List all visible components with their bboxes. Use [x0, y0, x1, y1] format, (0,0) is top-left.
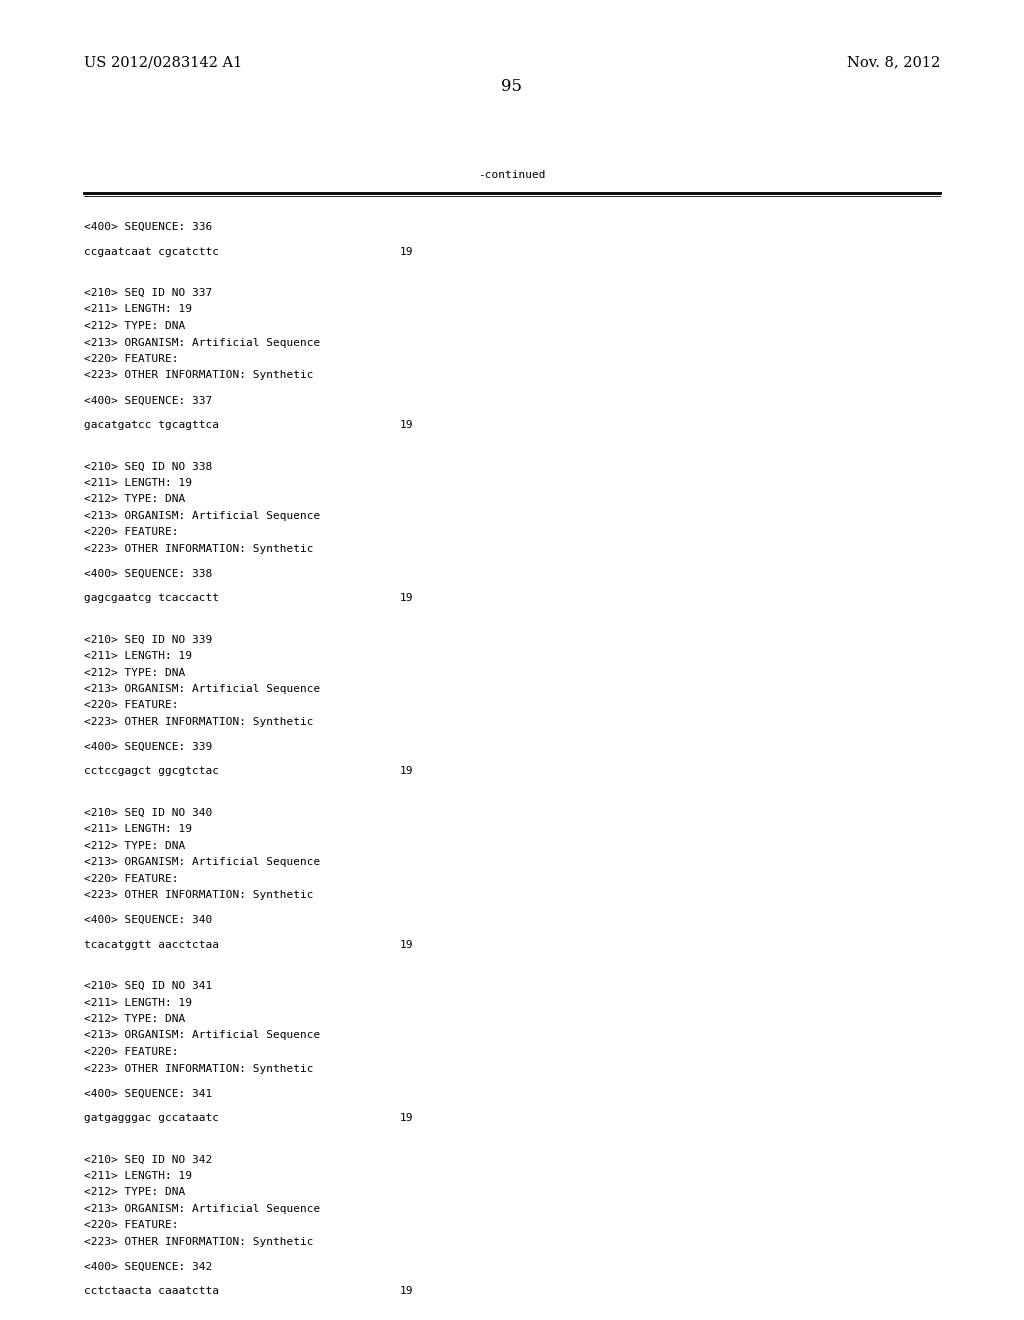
Text: <213> ORGANISM: Artificial Sequence: <213> ORGANISM: Artificial Sequence [84, 1031, 321, 1040]
Text: 19: 19 [399, 940, 413, 950]
Text: <213> ORGANISM: Artificial Sequence: <213> ORGANISM: Artificial Sequence [84, 684, 321, 694]
Text: <223> OTHER INFORMATION: Synthetic: <223> OTHER INFORMATION: Synthetic [84, 544, 313, 554]
Text: gagcgaatcg tcaccactt: gagcgaatcg tcaccactt [84, 593, 219, 603]
Text: 19: 19 [399, 1286, 413, 1296]
Text: <213> ORGANISM: Artificial Sequence: <213> ORGANISM: Artificial Sequence [84, 1204, 321, 1214]
Text: <220> FEATURE:: <220> FEATURE: [84, 1047, 178, 1057]
Text: tcacatggtt aacctctaa: tcacatggtt aacctctaa [84, 940, 219, 950]
Text: US 2012/0283142 A1: US 2012/0283142 A1 [84, 55, 243, 69]
Text: <220> FEATURE:: <220> FEATURE: [84, 701, 178, 710]
Text: <212> TYPE: DNA: <212> TYPE: DNA [84, 321, 185, 331]
Text: <223> OTHER INFORMATION: Synthetic: <223> OTHER INFORMATION: Synthetic [84, 717, 313, 727]
Text: gatgagggac gccataatc: gatgagggac gccataatc [84, 1113, 219, 1123]
Text: 19: 19 [399, 1113, 413, 1123]
Text: <211> LENGTH: 19: <211> LENGTH: 19 [84, 305, 191, 314]
Text: 19: 19 [399, 767, 413, 776]
Text: <220> FEATURE:: <220> FEATURE: [84, 1220, 178, 1230]
Text: <213> ORGANISM: Artificial Sequence: <213> ORGANISM: Artificial Sequence [84, 857, 321, 867]
Text: <223> OTHER INFORMATION: Synthetic: <223> OTHER INFORMATION: Synthetic [84, 1064, 313, 1073]
Text: <210> SEQ ID NO 340: <210> SEQ ID NO 340 [84, 808, 212, 818]
Text: 19: 19 [399, 247, 413, 257]
Text: 95: 95 [502, 78, 522, 95]
Text: -continued: -continued [478, 170, 546, 180]
Text: <400> SEQUENCE: 336: <400> SEQUENCE: 336 [84, 222, 212, 232]
Text: <210> SEQ ID NO 337: <210> SEQ ID NO 337 [84, 288, 212, 298]
Text: ccgaatcaat cgcatcttc: ccgaatcaat cgcatcttc [84, 247, 219, 257]
Text: <212> TYPE: DNA: <212> TYPE: DNA [84, 1014, 185, 1024]
Text: <220> FEATURE:: <220> FEATURE: [84, 354, 178, 364]
Text: <400> SEQUENCE: 339: <400> SEQUENCE: 339 [84, 742, 212, 752]
Text: <400> SEQUENCE: 342: <400> SEQUENCE: 342 [84, 1262, 212, 1271]
Text: <223> OTHER INFORMATION: Synthetic: <223> OTHER INFORMATION: Synthetic [84, 1237, 313, 1247]
Text: <211> LENGTH: 19: <211> LENGTH: 19 [84, 998, 191, 1007]
Text: <211> LENGTH: 19: <211> LENGTH: 19 [84, 1171, 191, 1181]
Text: <212> TYPE: DNA: <212> TYPE: DNA [84, 668, 185, 677]
Text: 19: 19 [399, 593, 413, 603]
Text: <210> SEQ ID NO 339: <210> SEQ ID NO 339 [84, 635, 212, 644]
Text: Nov. 8, 2012: Nov. 8, 2012 [847, 55, 940, 69]
Text: <211> LENGTH: 19: <211> LENGTH: 19 [84, 478, 191, 488]
Text: <223> OTHER INFORMATION: Synthetic: <223> OTHER INFORMATION: Synthetic [84, 371, 313, 380]
Text: cctctaacta caaatctta: cctctaacta caaatctta [84, 1286, 219, 1296]
Text: <212> TYPE: DNA: <212> TYPE: DNA [84, 1187, 185, 1197]
Text: <211> LENGTH: 19: <211> LENGTH: 19 [84, 824, 191, 834]
Text: <213> ORGANISM: Artificial Sequence: <213> ORGANISM: Artificial Sequence [84, 338, 321, 347]
Text: <213> ORGANISM: Artificial Sequence: <213> ORGANISM: Artificial Sequence [84, 511, 321, 521]
Text: gacatgatcc tgcagttca: gacatgatcc tgcagttca [84, 420, 219, 430]
Text: <400> SEQUENCE: 340: <400> SEQUENCE: 340 [84, 915, 212, 925]
Text: <223> OTHER INFORMATION: Synthetic: <223> OTHER INFORMATION: Synthetic [84, 890, 313, 900]
Text: <220> FEATURE:: <220> FEATURE: [84, 874, 178, 884]
Text: <220> FEATURE:: <220> FEATURE: [84, 527, 178, 537]
Text: <400> SEQUENCE: 338: <400> SEQUENCE: 338 [84, 569, 212, 578]
Text: <212> TYPE: DNA: <212> TYPE: DNA [84, 494, 185, 504]
Text: <400> SEQUENCE: 337: <400> SEQUENCE: 337 [84, 395, 212, 405]
Text: <210> SEQ ID NO 341: <210> SEQ ID NO 341 [84, 981, 212, 991]
Text: <212> TYPE: DNA: <212> TYPE: DNA [84, 841, 185, 851]
Text: <210> SEQ ID NO 342: <210> SEQ ID NO 342 [84, 1154, 212, 1164]
Text: cctccgagct ggcgtctac: cctccgagct ggcgtctac [84, 767, 219, 776]
Text: <211> LENGTH: 19: <211> LENGTH: 19 [84, 651, 191, 661]
Text: <400> SEQUENCE: 341: <400> SEQUENCE: 341 [84, 1088, 212, 1098]
Text: 19: 19 [399, 420, 413, 430]
Text: <210> SEQ ID NO 338: <210> SEQ ID NO 338 [84, 461, 212, 471]
